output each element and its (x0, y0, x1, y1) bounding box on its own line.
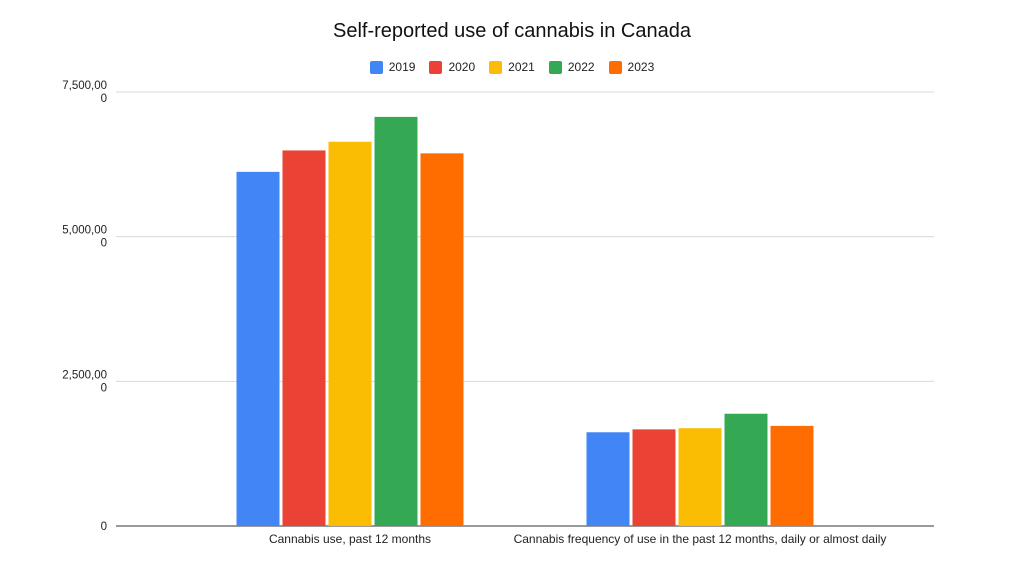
bar-2023-cat1 (770, 425, 814, 526)
x-tick-label: Cannabis frequency of use in the past 12… (514, 532, 887, 546)
y-tick-label: 0 (101, 521, 107, 533)
bar-2019-cat0 (236, 171, 280, 526)
legend-label: 2020 (448, 60, 476, 74)
legend-swatch (429, 60, 443, 74)
legend-label: 2023 (627, 60, 655, 74)
y-tick-label: 5,000,00 0 (62, 225, 107, 250)
legend: 2019 2020 2021 2022 2023 (0, 60, 1024, 74)
y-tick-label: 7,500,00 0 (62, 80, 107, 105)
bar-2021-cat0 (328, 141, 372, 527)
bar-2023-cat0 (420, 153, 464, 526)
bar-2019-cat1 (586, 432, 630, 526)
legend-swatch (548, 60, 562, 74)
legend-label: 2022 (567, 60, 595, 74)
chart-title: Self-reported use of cannabis in Canada (332, 20, 691, 42)
legend-item-2020: 2020 (429, 60, 475, 74)
legend-label: 2021 (508, 60, 535, 74)
legend-item-2019: 2019 (369, 60, 416, 74)
legend-label: 2019 (388, 60, 416, 74)
legend-item-2022: 2022 (548, 60, 595, 74)
bar-2020-cat1 (632, 429, 676, 526)
legend-swatch (369, 60, 383, 74)
x-tick-label: Cannabis use, past 12 months (269, 532, 431, 546)
legend-swatch (608, 60, 622, 74)
bar-2020-cat0 (282, 150, 326, 527)
bar-2022-cat0 (374, 116, 418, 527)
bar-2021-cat1 (678, 428, 722, 526)
bar-2022-cat1 (724, 413, 768, 526)
legend-item-2021: 2021 (489, 60, 535, 74)
y-tick-label: 2,500,00 0 (62, 369, 107, 394)
legend-swatch (489, 60, 503, 74)
legend-item-2023: 2023 (608, 60, 655, 74)
